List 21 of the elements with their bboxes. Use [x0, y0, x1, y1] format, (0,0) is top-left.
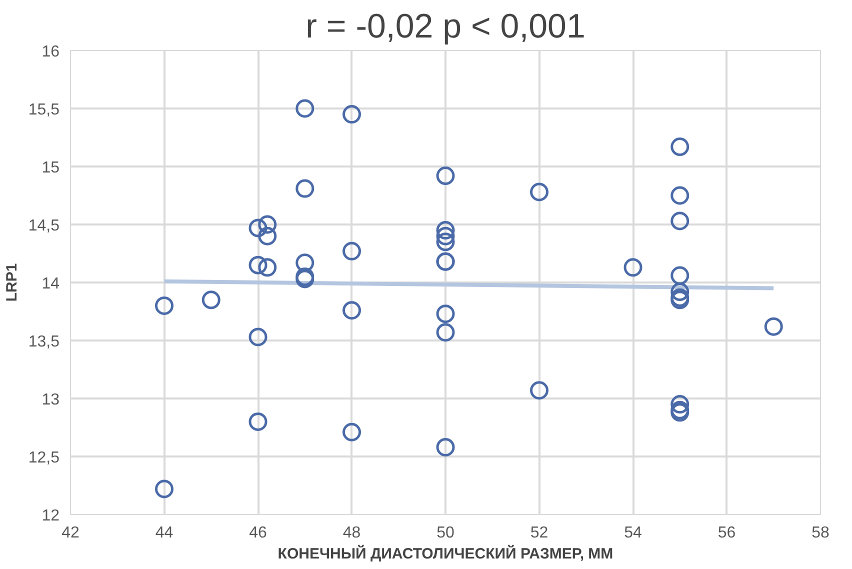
y-tick-label: 15	[42, 160, 60, 176]
y-tick-label: 15,5	[28, 102, 60, 118]
y-tick-label: 13,5	[28, 334, 60, 350]
y-tick-label: 13	[42, 392, 60, 408]
x-tick-label: 46	[249, 524, 267, 542]
x-tick-label: 42	[62, 524, 80, 542]
x-tick-label: 50	[436, 524, 454, 542]
y-tick-label: 12,5	[28, 450, 60, 466]
x-tick-label: 44	[155, 524, 174, 542]
x-tick-label: 54	[624, 524, 642, 542]
x-tick-label: 48	[342, 524, 361, 542]
chart-title: r = -0,02 p < 0,001	[306, 8, 586, 46]
y-tick-label: 12	[42, 508, 60, 524]
x-axis-title: КОНЕЧНЫЙ ДИАСТОЛИЧЕСКИЙ РАЗМЕР, ММ	[278, 544, 614, 562]
y-tick-label: 16	[42, 44, 60, 60]
x-tick-label: 52	[530, 524, 548, 542]
y-tick-label: 14	[42, 276, 60, 292]
y-axis-title: LRP1	[3, 263, 20, 302]
x-tick-label: 56	[718, 524, 736, 542]
y-tick-label: 14,5	[28, 218, 60, 234]
x-tick-label: 58	[812, 524, 830, 542]
